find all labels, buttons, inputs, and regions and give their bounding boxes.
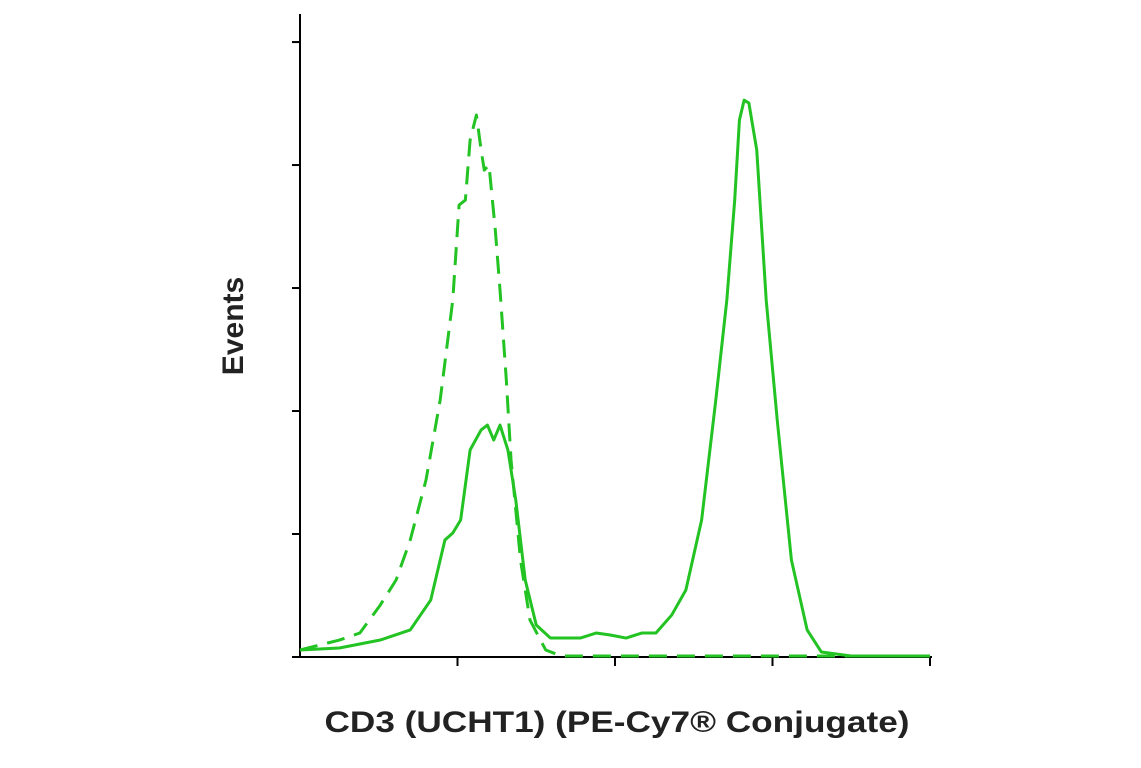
series-line	[299, 98, 930, 658]
y-axis-label: Events	[217, 277, 250, 375]
x-axis-label: CD3 (UCHT1) (PE-Cy7® Conjugate)	[325, 706, 910, 739]
series-line	[299, 113, 930, 658]
